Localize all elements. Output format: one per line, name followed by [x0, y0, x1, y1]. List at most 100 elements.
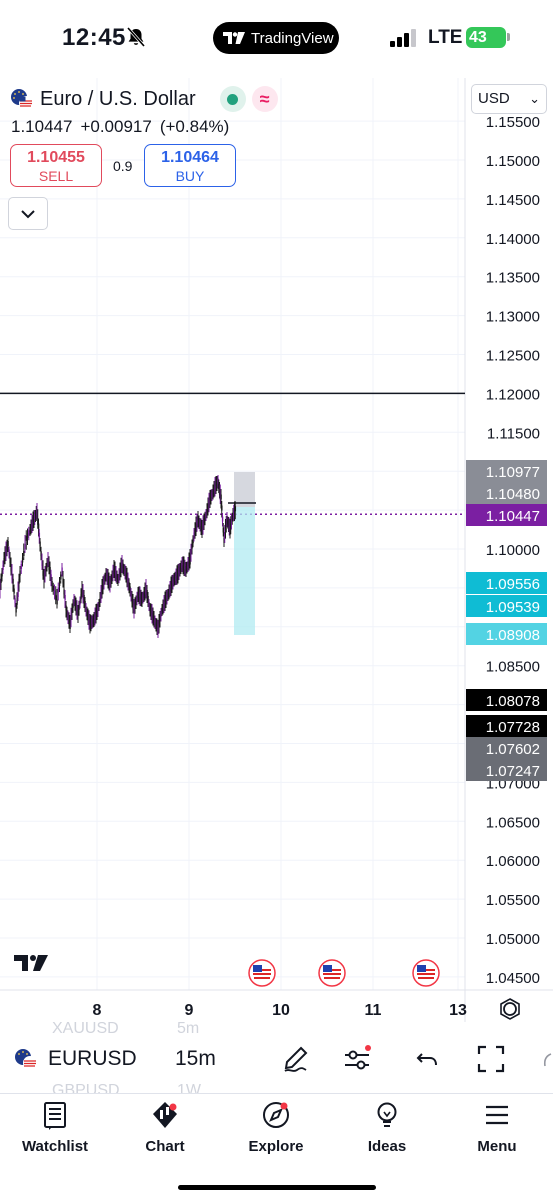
currency-select[interactable]: USD ⌄ [471, 84, 547, 114]
candle-body [147, 596, 149, 601]
candle-body [209, 495, 211, 500]
lightbulb-icon [377, 1102, 397, 1127]
fullscreen-icon[interactable] [476, 1044, 506, 1074]
stop-loss-zone [234, 472, 255, 507]
symbol-header[interactable]: Euro / U.S. Dollar ≈ [10, 86, 278, 112]
price-tick-label: 1.15500 [486, 114, 540, 131]
candle-body [144, 591, 146, 597]
candle-body [191, 543, 193, 549]
price-label-bg [466, 595, 547, 617]
undo-icon[interactable] [414, 1044, 444, 1074]
us-event-flag-icon[interactable] [248, 959, 276, 987]
drawing-tools-icon[interactable] [281, 1044, 311, 1074]
price-tick-label: 1.05000 [486, 931, 540, 948]
candle-body [85, 606, 87, 612]
candle-body [165, 595, 167, 600]
candle-body [221, 516, 224, 522]
candle-body [122, 563, 124, 569]
app-pill-label: TradingView [251, 29, 334, 47]
us-event-flag-icon[interactable] [412, 959, 440, 987]
tab-ideas[interactable]: Ideas [337, 1100, 437, 1155]
candle-body [222, 527, 225, 533]
price-label: 1.08078 [486, 693, 540, 710]
candle-body [154, 619, 156, 624]
candle-body [188, 561, 190, 567]
more-arrow-icon[interactable] [538, 1044, 553, 1074]
chart-area[interactable]: 1.15500 1.15000 1.14500 1.14000 1.13500 1.130… [0, 78, 553, 1093]
candle-body [194, 529, 196, 535]
candle-body [224, 534, 226, 539]
candle-body [123, 567, 125, 572]
candle-body [53, 590, 56, 596]
price-tick-label: 1.13000 [486, 309, 540, 326]
price-tick-label: 1.12500 [486, 348, 540, 365]
status-time: 12:45 [62, 24, 126, 51]
candle-body [210, 493, 212, 499]
candle-body [86, 611, 88, 617]
candle-body [111, 575, 113, 580]
candle-body [199, 522, 201, 528]
candle-body [202, 520, 204, 526]
tab-chart[interactable]: Chart [115, 1100, 215, 1155]
candle-body [141, 596, 143, 601]
candle-body [128, 582, 130, 588]
price-label-bg [466, 460, 547, 482]
candle-body [129, 586, 131, 592]
candle-body [231, 515, 234, 521]
currency-value: USD [478, 90, 510, 107]
candle-body [143, 593, 145, 598]
candle-body [215, 481, 217, 486]
chart-canvas[interactable]: 1.15500 1.15000 1.14500 1.14000 1.13500 1.130… [0, 78, 553, 1093]
buy-button[interactable]: 1.10464 BUY [144, 144, 236, 187]
sell-label: SELL [38, 168, 74, 184]
candle-body [130, 592, 132, 598]
us-event-flag-icon[interactable] [318, 959, 346, 987]
interval-picker[interactable]: 15m [175, 1047, 216, 1070]
take-profit-zone [234, 507, 255, 635]
candle-body [43, 574, 45, 580]
candle-body [227, 523, 230, 528]
candle-body [88, 620, 90, 626]
tab-menu[interactable]: Menu [447, 1100, 547, 1155]
candle-body [62, 578, 64, 584]
sell-button[interactable]: 1.10455 SELL [10, 144, 102, 187]
candle-body [186, 564, 188, 570]
candle-body [110, 577, 112, 583]
candle-body [98, 602, 100, 607]
compass-icon [263, 1102, 289, 1128]
symbol-picker[interactable]: EURUSD [14, 1047, 137, 1071]
candle-body [173, 576, 175, 582]
candle-body [212, 490, 214, 496]
candle-body [105, 572, 107, 578]
candle-body [193, 532, 195, 538]
tab-explore[interactable]: Explore [226, 1100, 326, 1155]
price-change: +0.00917 [80, 117, 152, 136]
candle-body [164, 597, 166, 602]
candle-body [198, 519, 200, 524]
indicators-icon[interactable] [342, 1044, 372, 1074]
candle-body [152, 612, 154, 618]
candle-body [113, 569, 115, 574]
candle-body [177, 569, 179, 575]
candle-body [195, 527, 197, 532]
tab-watchlist[interactable]: Watchlist [5, 1100, 105, 1155]
candle-body [40, 551, 42, 557]
candle-body [104, 575, 106, 581]
candle-body [15, 607, 17, 613]
candle-body [78, 604, 80, 610]
candle-body [1, 571, 3, 577]
hamburger-icon [486, 1105, 508, 1125]
candle-body [232, 512, 234, 518]
candle-body [167, 592, 169, 597]
candle-body [184, 564, 186, 570]
time-tick-label: 13 [449, 1002, 467, 1019]
tradingview-watermark-icon [14, 955, 48, 971]
tab-label-ideas: Ideas [367, 1138, 407, 1155]
delayed-data-icon[interactable]: ≈ [251, 86, 278, 112]
market-open-icon[interactable] [219, 86, 246, 112]
candle-body [233, 512, 236, 517]
candle-body [121, 560, 123, 565]
candle-body [169, 588, 171, 594]
candle-body [45, 566, 47, 572]
collapse-button[interactable] [8, 197, 48, 230]
